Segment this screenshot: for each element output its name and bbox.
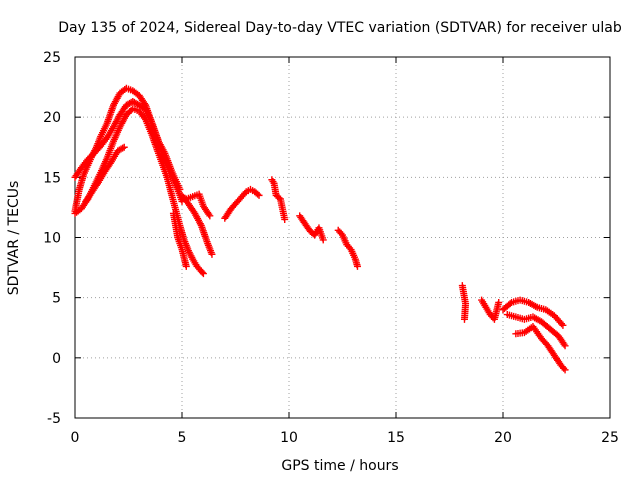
series-cluster-19h (478, 296, 503, 323)
y-tick-label: 10 (43, 231, 61, 247)
plot-frame (74, 56, 611, 419)
series-cluster-12h (334, 226, 361, 270)
y-tick-label: 20 (43, 110, 61, 126)
data-point-marker (119, 144, 127, 152)
data-point-marker (182, 262, 190, 270)
data-point-marker (495, 298, 503, 306)
x-axis-label: GPS time / hours (281, 458, 398, 474)
data-point-marker (346, 244, 354, 252)
data-point-marker (353, 262, 361, 270)
y-axis-tick-labels: -5 0 5 10 15 20 25 (43, 50, 61, 427)
data-point-marker (561, 342, 569, 350)
series-arc-late-upper (499, 296, 567, 329)
chart-title: Day 135 of 2024, Sidereal Day-to-day VTE… (58, 20, 622, 36)
x-tick-label: 0 (71, 430, 80, 446)
series-arc-descent-3 (178, 191, 216, 258)
data-point-marker (560, 364, 568, 372)
series-cluster-9h (268, 176, 289, 223)
data-point-marker (241, 189, 249, 197)
data-point-marker (198, 268, 206, 276)
data-point-marker (557, 320, 565, 328)
series-cluster-18h (458, 282, 470, 323)
y-tick-label: 0 (52, 351, 61, 367)
data-point-marker (281, 215, 289, 223)
data-point-marker (255, 191, 263, 199)
data-point-marker (127, 106, 135, 114)
data-point-marker (506, 300, 514, 308)
x-tick-label: 25 (601, 430, 619, 446)
data-point-marker (206, 212, 214, 220)
series-arc-dip (82, 143, 128, 205)
x-tick-label: 10 (280, 430, 298, 446)
y-tick-label: 15 (43, 170, 61, 186)
data-point-marker (208, 250, 216, 258)
x-tick-label: 5 (178, 430, 187, 446)
data-point-marker (319, 236, 327, 244)
data-point-marker (120, 143, 128, 151)
series-cluster-10h (296, 212, 327, 244)
y-axis-label: SDTVAR / TECUs (6, 181, 22, 296)
x-tick-label: 15 (387, 430, 405, 446)
data-point-marker (199, 270, 207, 278)
y-tick-label: -5 (47, 411, 61, 427)
x-tick-label: 20 (494, 430, 512, 446)
y-tick-label: 5 (52, 291, 61, 307)
data-point-marker (460, 315, 468, 323)
y-tick-label: 25 (43, 50, 61, 66)
data-point-marker (560, 340, 568, 348)
data-point-marker (337, 229, 345, 237)
series-arc-descent-2 (169, 209, 190, 270)
data-point-marker (561, 366, 569, 374)
series-arc-late-middle (503, 311, 569, 350)
data-point-marker (559, 321, 567, 329)
data-point-marker (254, 190, 262, 198)
series-arc-descent-4 (182, 190, 214, 220)
data-series (71, 84, 569, 374)
series-cluster-8h (221, 185, 263, 222)
x-axis-tick-labels: 0 5 10 15 20 25 (71, 430, 619, 446)
data-point-marker (205, 210, 213, 218)
series-arc-late-lower (512, 323, 569, 374)
